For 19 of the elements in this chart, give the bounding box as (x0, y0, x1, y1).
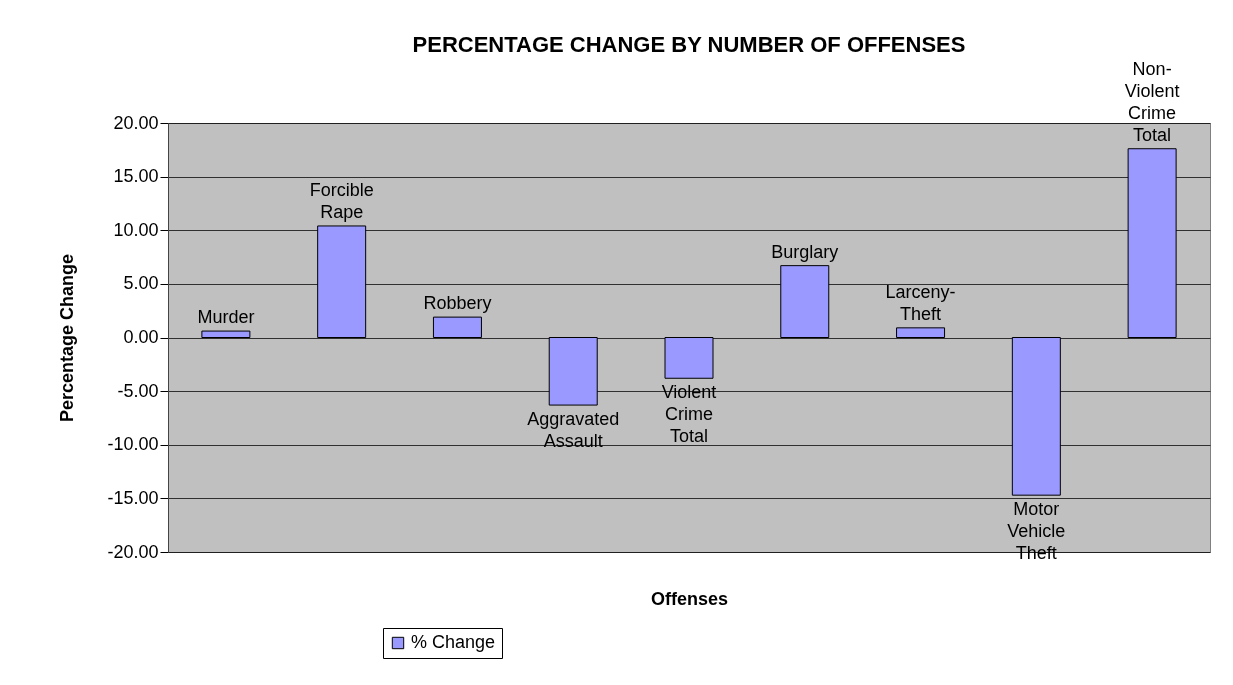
x-tick-label: Murder (197, 307, 255, 328)
x-tick-label: Forcible Rape (309, 179, 374, 222)
y-tick-label: -5.00 (117, 380, 159, 401)
y-tick-label: -20.00 (107, 541, 159, 562)
chart-title: PERCENTAGE CHANGE BY NUMBER OF OFFENSES (412, 31, 966, 57)
y-tick-label: 15.00 (113, 166, 159, 187)
legend-label: % Change (411, 632, 496, 652)
y-tick-label: 10.00 (113, 219, 159, 240)
y-tick-label: 20.00 (113, 112, 159, 133)
x-tick-label: Robbery (423, 293, 492, 314)
y-tick-label: -10.00 (107, 434, 159, 455)
y-axis-title: Percentage Change (57, 253, 78, 423)
x-tick-label: Non-Violent Crime Total (1124, 58, 1180, 145)
x-tick-label: Burglary (771, 241, 839, 262)
y-tick-label: -15.00 (107, 487, 159, 508)
x-tick-label: Larceny-Theft (885, 281, 956, 324)
x-axis-title: Offenses (650, 588, 729, 609)
y-tick-label: 5.00 (123, 273, 159, 294)
y-tick-label: 0.00 (123, 327, 159, 347)
